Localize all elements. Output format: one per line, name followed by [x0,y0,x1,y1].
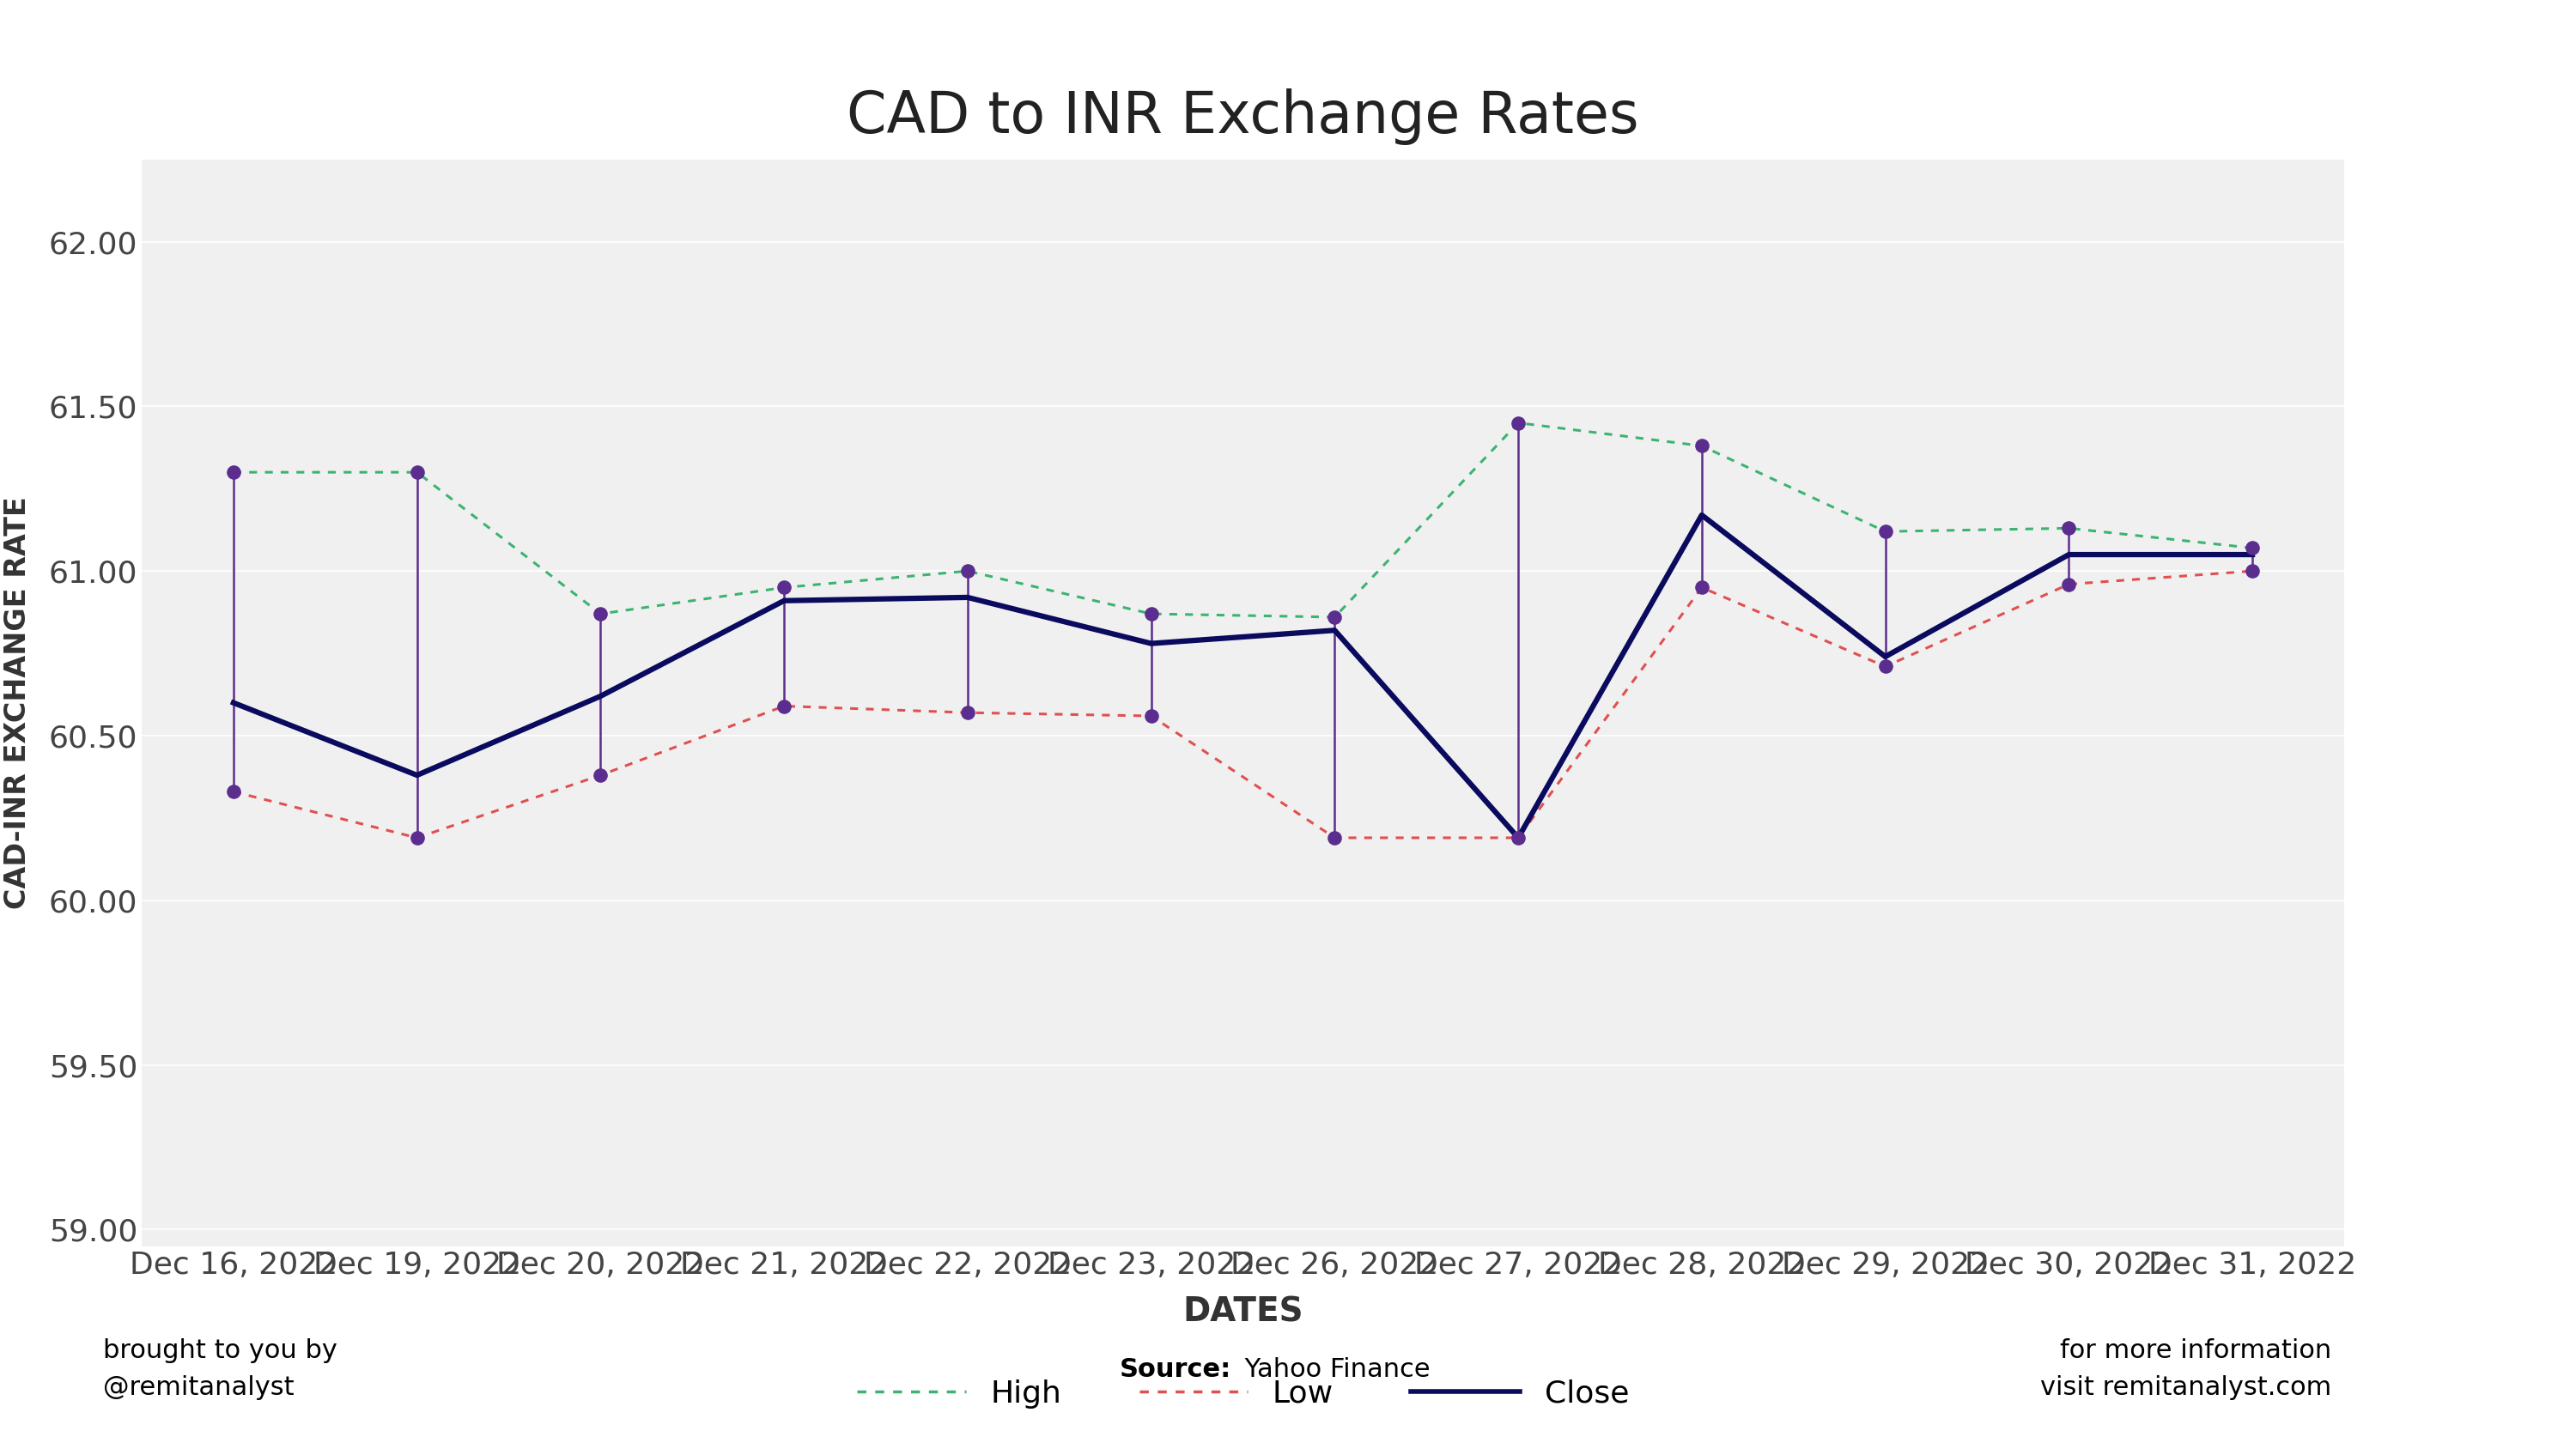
Text: Source:: Source: [1121,1356,1231,1382]
Text: Yahoo Finance: Yahoo Finance [1236,1356,1430,1382]
Point [2048,572,2089,596]
Point [580,764,621,787]
Y-axis label: CAD-INR EXCHANGE RATE: CAD-INR EXCHANGE RATE [3,497,31,909]
Legend: High, Low, Close: High, Low, Close [845,1366,1641,1421]
Point [948,701,989,724]
X-axis label: DATES: DATES [1182,1297,1303,1329]
Point [948,559,989,582]
Title: CAD to INR Exchange Rates: CAD to INR Exchange Rates [848,88,1638,145]
Text: for more information
visit remitanalyst.com: for more information visit remitanalyst.… [2040,1339,2331,1400]
Point [214,461,255,484]
Point [1682,435,1723,458]
Point [1682,575,1723,598]
Point [1497,826,1538,849]
Point [2048,517,2089,540]
Point [397,461,438,484]
Point [1497,412,1538,435]
Point [762,575,804,598]
Point [1131,603,1172,626]
Point [214,780,255,803]
Point [1131,704,1172,727]
Point [1865,655,1906,678]
Point [1865,520,1906,543]
Point [2231,559,2272,582]
Text: brought to you by
@remitanalyst: brought to you by @remitanalyst [103,1339,337,1400]
Text: REMITANALYST: REMITANALYST [2473,533,2517,916]
Point [1314,606,1355,629]
Point [2231,536,2272,559]
Point [397,826,438,849]
Point [580,603,621,626]
Point [762,694,804,717]
Point [1314,826,1355,849]
